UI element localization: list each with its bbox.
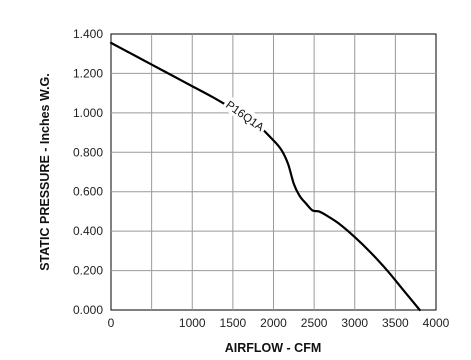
grid-lines	[111, 34, 436, 310]
y-tick-label: 0.000	[73, 303, 103, 317]
series-line	[109, 41, 421, 312]
x-axis-title: AIRFLOW - CFM	[225, 341, 322, 355]
y-tick-label: 0.800	[73, 145, 103, 159]
y-tick-label: 1.200	[73, 66, 103, 80]
series-lines	[109, 41, 421, 312]
y-tick-label: 0.600	[73, 185, 103, 199]
x-tick-label: 4000	[423, 316, 450, 330]
series-label-background	[221, 95, 270, 136]
series-labels: P16Q1A	[221, 95, 270, 136]
x-tick-label: 2500	[301, 316, 328, 330]
tick-labels: 0 1000 1500 2000 2500 3000 3500 4000 0.000 0.200 0…	[73, 27, 450, 330]
y-tick-label: 0.200	[73, 264, 103, 278]
y-tick-label: 1.000	[73, 106, 103, 120]
x-tick-label: 1000	[179, 316, 206, 330]
y-tick-label: 0.400	[73, 224, 103, 238]
x-tick-label: 2000	[260, 316, 287, 330]
y-tick-label: 1.400	[73, 27, 103, 41]
x-tick-label: 1500	[220, 316, 247, 330]
x-tick-label: 3500	[382, 316, 409, 330]
y-axis-title: STATIC PRESSURE - Inches W.G.	[38, 73, 52, 270]
x-tick-label: 0	[108, 316, 115, 330]
x-tick-label: 3000	[341, 316, 368, 330]
